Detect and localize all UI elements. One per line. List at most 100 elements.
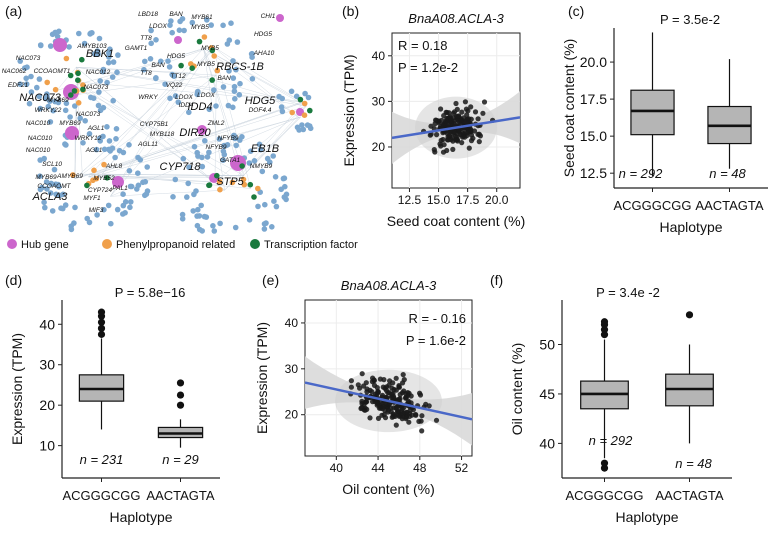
network-node <box>257 146 264 153</box>
y-axis-label: Expression (TPM) <box>9 333 25 445</box>
y-tick-label: 15.0 <box>580 128 607 144</box>
legend-marker <box>102 239 112 249</box>
network-node <box>191 143 198 150</box>
gene-label: MYB5 <box>201 45 219 52</box>
network-node <box>50 107 56 114</box>
data-point <box>465 129 472 135</box>
hub-gene-node <box>197 125 207 135</box>
network-node <box>280 175 287 182</box>
n-annotation: n = 292 <box>619 166 664 181</box>
phenylpropanoid-node <box>91 167 97 174</box>
network-node <box>105 202 112 209</box>
network-node <box>216 136 223 142</box>
stat-annotation: P = 1.2e-2 <box>398 60 458 75</box>
network-node <box>49 208 56 214</box>
data-point <box>413 412 419 418</box>
network-node <box>135 154 141 161</box>
network-edge <box>82 74 217 175</box>
p-value: P = 3.5e-2 <box>660 12 720 27</box>
network-node <box>158 58 164 65</box>
data-point <box>434 132 440 138</box>
network-node <box>293 93 300 100</box>
network-node <box>17 58 24 64</box>
y-tick-label: 40 <box>539 435 555 451</box>
network-node <box>110 59 117 65</box>
transcription-factor-node <box>196 38 203 45</box>
data-point <box>363 399 369 405</box>
gene-label: PAL1 <box>112 185 128 192</box>
outlier <box>176 379 185 387</box>
transcription-factor-node <box>67 72 74 79</box>
network-node <box>105 59 112 66</box>
data-point <box>438 106 444 112</box>
x-tick-label: ACGGGCGG <box>613 198 691 213</box>
network-node <box>288 88 295 95</box>
network-node <box>230 75 237 81</box>
data-point <box>417 390 423 396</box>
network-node <box>148 27 154 34</box>
network-edge <box>88 48 204 177</box>
network-node <box>190 208 196 214</box>
data-point <box>481 99 488 105</box>
network-node <box>52 29 59 36</box>
network-node <box>128 199 134 205</box>
network-edge <box>74 102 305 179</box>
gene-label: AMYB69 <box>56 173 83 180</box>
network-node <box>299 122 305 128</box>
phenylpropanoid-node <box>52 86 59 93</box>
phenylpropanoid-node <box>70 172 76 178</box>
data-point <box>406 419 412 425</box>
gene-label: HDG5 <box>167 53 185 60</box>
network-node <box>261 226 268 232</box>
network-node <box>283 191 290 198</box>
network-edge <box>76 67 225 191</box>
gene-label: AHL8 <box>105 163 123 170</box>
transcription-factor-node <box>209 77 215 83</box>
outlier <box>97 308 106 316</box>
network-node <box>68 226 75 233</box>
phenylpropanoid-node <box>75 100 82 106</box>
legend-label: Transcription factor <box>264 239 358 251</box>
network-node <box>226 68 232 74</box>
network-node <box>279 108 286 115</box>
transcription-factor-node <box>251 194 257 200</box>
gene-label: WRKY22 <box>35 107 62 114</box>
phenylpropanoid-node <box>301 112 308 118</box>
stat-annotation: P = 1.6e-2 <box>406 333 466 348</box>
network-node <box>72 103 78 109</box>
data-point <box>460 133 466 139</box>
gene-label: BAN <box>169 11 183 18</box>
outlier <box>685 311 694 319</box>
network-node <box>169 29 175 36</box>
legend-label: Hub gene <box>21 239 69 251</box>
network-node <box>221 142 227 149</box>
network-edge <box>77 81 305 103</box>
network-node <box>217 220 223 227</box>
data-point <box>355 382 361 388</box>
gene-label: CYP718 <box>160 161 202 173</box>
data-point <box>374 385 380 391</box>
n-annotation: n = 48 <box>675 456 712 471</box>
network-node <box>101 206 107 213</box>
data-point <box>375 415 382 421</box>
network-edge <box>187 72 307 107</box>
network-node <box>47 119 54 125</box>
network-node <box>196 213 203 219</box>
data-point <box>468 104 474 110</box>
y-tick-label: 30 <box>372 94 386 108</box>
network-node <box>144 164 150 170</box>
network-node <box>120 202 127 209</box>
network-edge <box>76 66 188 73</box>
data-point <box>359 405 365 411</box>
x-axis-label: Oil content (%) <box>342 481 435 497</box>
gene-label: STP5 <box>216 176 244 188</box>
data-point <box>384 395 390 401</box>
network-node <box>142 58 148 65</box>
x-tick-label: 44 <box>371 461 385 475</box>
x-tick-label: 12.5 <box>398 193 422 207</box>
data-point <box>416 418 422 424</box>
network-node <box>54 33 61 40</box>
x-tick-label: AACTAGTA <box>695 198 763 213</box>
data-point <box>397 391 403 398</box>
